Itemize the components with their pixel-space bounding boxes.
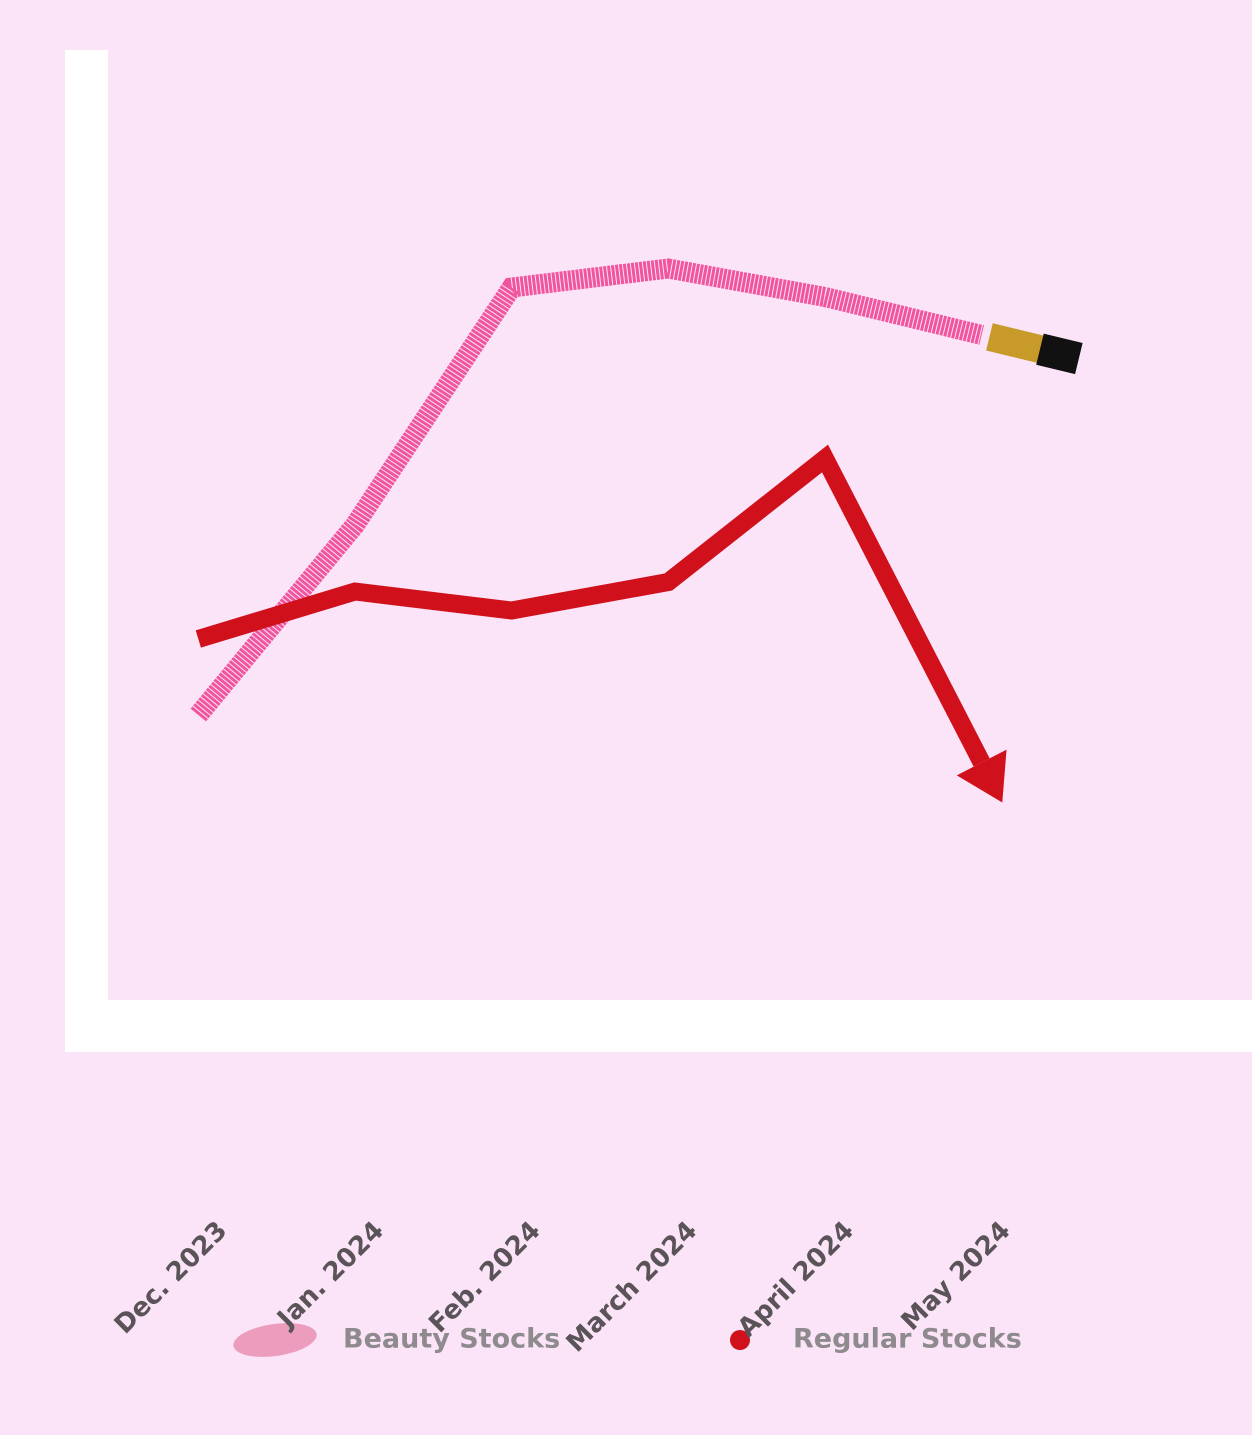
plot-area [190, 258, 1083, 803]
series-line [190, 258, 985, 722]
y-axis [65, 50, 108, 1052]
arrow-head [956, 749, 1007, 803]
lipstick-cap [1036, 333, 1083, 375]
lipstick [986, 323, 1052, 365]
legend: Beauty Stocks Regular Stocks [233, 1323, 1022, 1357]
x-axis [65, 1000, 1252, 1052]
legend-label: Beauty Stocks [343, 1324, 560, 1355]
legend-label: Regular Stocks [793, 1324, 1022, 1355]
legend-swatch [233, 1323, 317, 1357]
legend-swatch [730, 1330, 750, 1350]
series-line [195, 444, 990, 767]
